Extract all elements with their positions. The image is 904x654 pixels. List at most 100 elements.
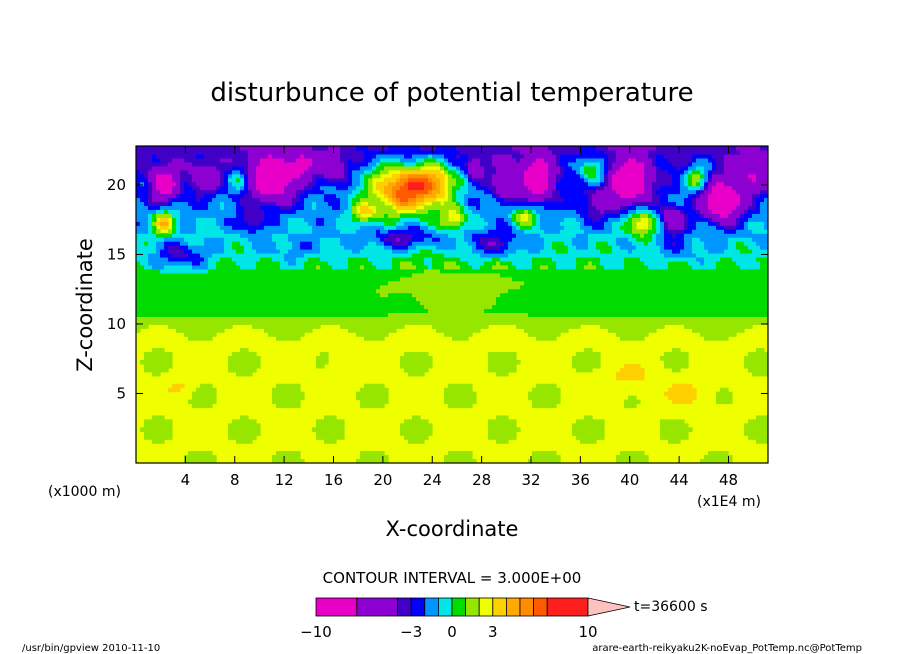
contour-cell [316, 431, 345, 436]
contour-cell [588, 177, 601, 183]
contour-cell [680, 189, 697, 195]
contour-cell [628, 157, 637, 163]
contour-cell [584, 173, 589, 179]
contour-cell [136, 245, 157, 250]
contour-cell [440, 209, 449, 214]
contour-cell [196, 229, 225, 234]
contour-cell [352, 189, 361, 195]
contour-cell [148, 169, 181, 175]
contour-cell [732, 256, 757, 262]
contour-cell [628, 205, 637, 210]
contour-cell [708, 201, 741, 207]
contour-cell [148, 225, 153, 230]
contour-cell [740, 213, 745, 218]
contour-cell [376, 181, 389, 187]
contour-cell [528, 217, 533, 222]
footer-right: arare-earth-reikyaku2K-noEvap_PotTemp.nc… [592, 643, 862, 654]
contour-cell [624, 399, 641, 405]
contour-cell [604, 149, 617, 155]
contour-cell [672, 181, 681, 187]
contour-cell [232, 157, 249, 163]
contour-cell [576, 245, 589, 250]
contour-cell [460, 264, 473, 270]
contour-cell [620, 205, 629, 210]
contour-cell [684, 245, 693, 250]
contour-cell [680, 249, 693, 254]
contour-cell [596, 185, 605, 191]
contour-cell [440, 165, 445, 171]
contour-cell [220, 173, 225, 179]
contour-cell [576, 256, 601, 262]
contour-cell [652, 221, 657, 226]
contour-cell [220, 225, 233, 230]
contour-cell [360, 209, 373, 214]
contour-cell [688, 161, 693, 167]
contour-cell [204, 193, 217, 199]
contour-cell [424, 260, 433, 266]
contour-cell [464, 161, 469, 167]
contour-cell [328, 201, 341, 207]
contour-cell [632, 221, 637, 226]
contour-cell [500, 201, 589, 207]
contour-cell [604, 181, 609, 187]
contour-cell [140, 260, 149, 266]
contour-cell [404, 367, 429, 373]
contour-cell [668, 439, 681, 444]
contour-cell [288, 225, 313, 230]
contour-cell [636, 157, 653, 163]
contour-cell [168, 197, 173, 203]
contour-cell [424, 185, 433, 191]
contour-cell [652, 181, 673, 187]
contour-cell [436, 173, 445, 179]
contour-cell [348, 197, 353, 203]
contour-cell [412, 260, 425, 266]
contour-cell [372, 157, 381, 163]
contour-cell [532, 209, 537, 214]
contour-cell [592, 225, 605, 230]
contour-cell [624, 221, 633, 226]
contour-cell [436, 185, 441, 191]
contour-cell [184, 332, 217, 337]
contour-cell [432, 264, 445, 270]
contour-cell [456, 193, 465, 199]
contour-cell [172, 201, 189, 207]
x-tick-label: 12 [275, 471, 294, 489]
contour-cell [312, 173, 325, 179]
contour-cell [668, 193, 689, 199]
contour-cell [552, 245, 569, 250]
contour-cell [436, 157, 445, 163]
contour-cell [192, 173, 221, 179]
contour-cell [144, 431, 173, 436]
contour-cell [184, 157, 221, 163]
contour-cell [736, 260, 761, 266]
contour-cell [356, 459, 389, 463]
contour-cell [316, 201, 329, 207]
contour-cell [400, 276, 513, 282]
contour-cell [448, 193, 453, 199]
contour-cell [308, 221, 317, 226]
contour-cell [228, 181, 233, 187]
contour-cell [604, 165, 609, 171]
contour-cell [244, 165, 249, 171]
contour-cell [364, 169, 373, 175]
contour-cell [588, 181, 601, 187]
contour-cell [532, 217, 537, 222]
contour-cell [468, 169, 485, 175]
contour-cell [656, 157, 669, 163]
contour-cell [388, 193, 393, 199]
contour-cell [612, 181, 645, 187]
contour-cell [300, 173, 313, 179]
contour-cell [136, 177, 149, 183]
contour-cell [252, 324, 321, 329]
contour-cell [576, 157, 605, 163]
contour-cell [752, 193, 761, 199]
contour-cell [716, 165, 725, 171]
contour-cell [248, 185, 257, 191]
contour-cell [456, 260, 469, 266]
contour-cell [620, 209, 629, 214]
contour-cell [744, 356, 768, 361]
contour-cell [216, 165, 233, 171]
contour-cell [644, 241, 649, 246]
contour-cell [212, 197, 233, 203]
contour-cell [172, 173, 181, 179]
